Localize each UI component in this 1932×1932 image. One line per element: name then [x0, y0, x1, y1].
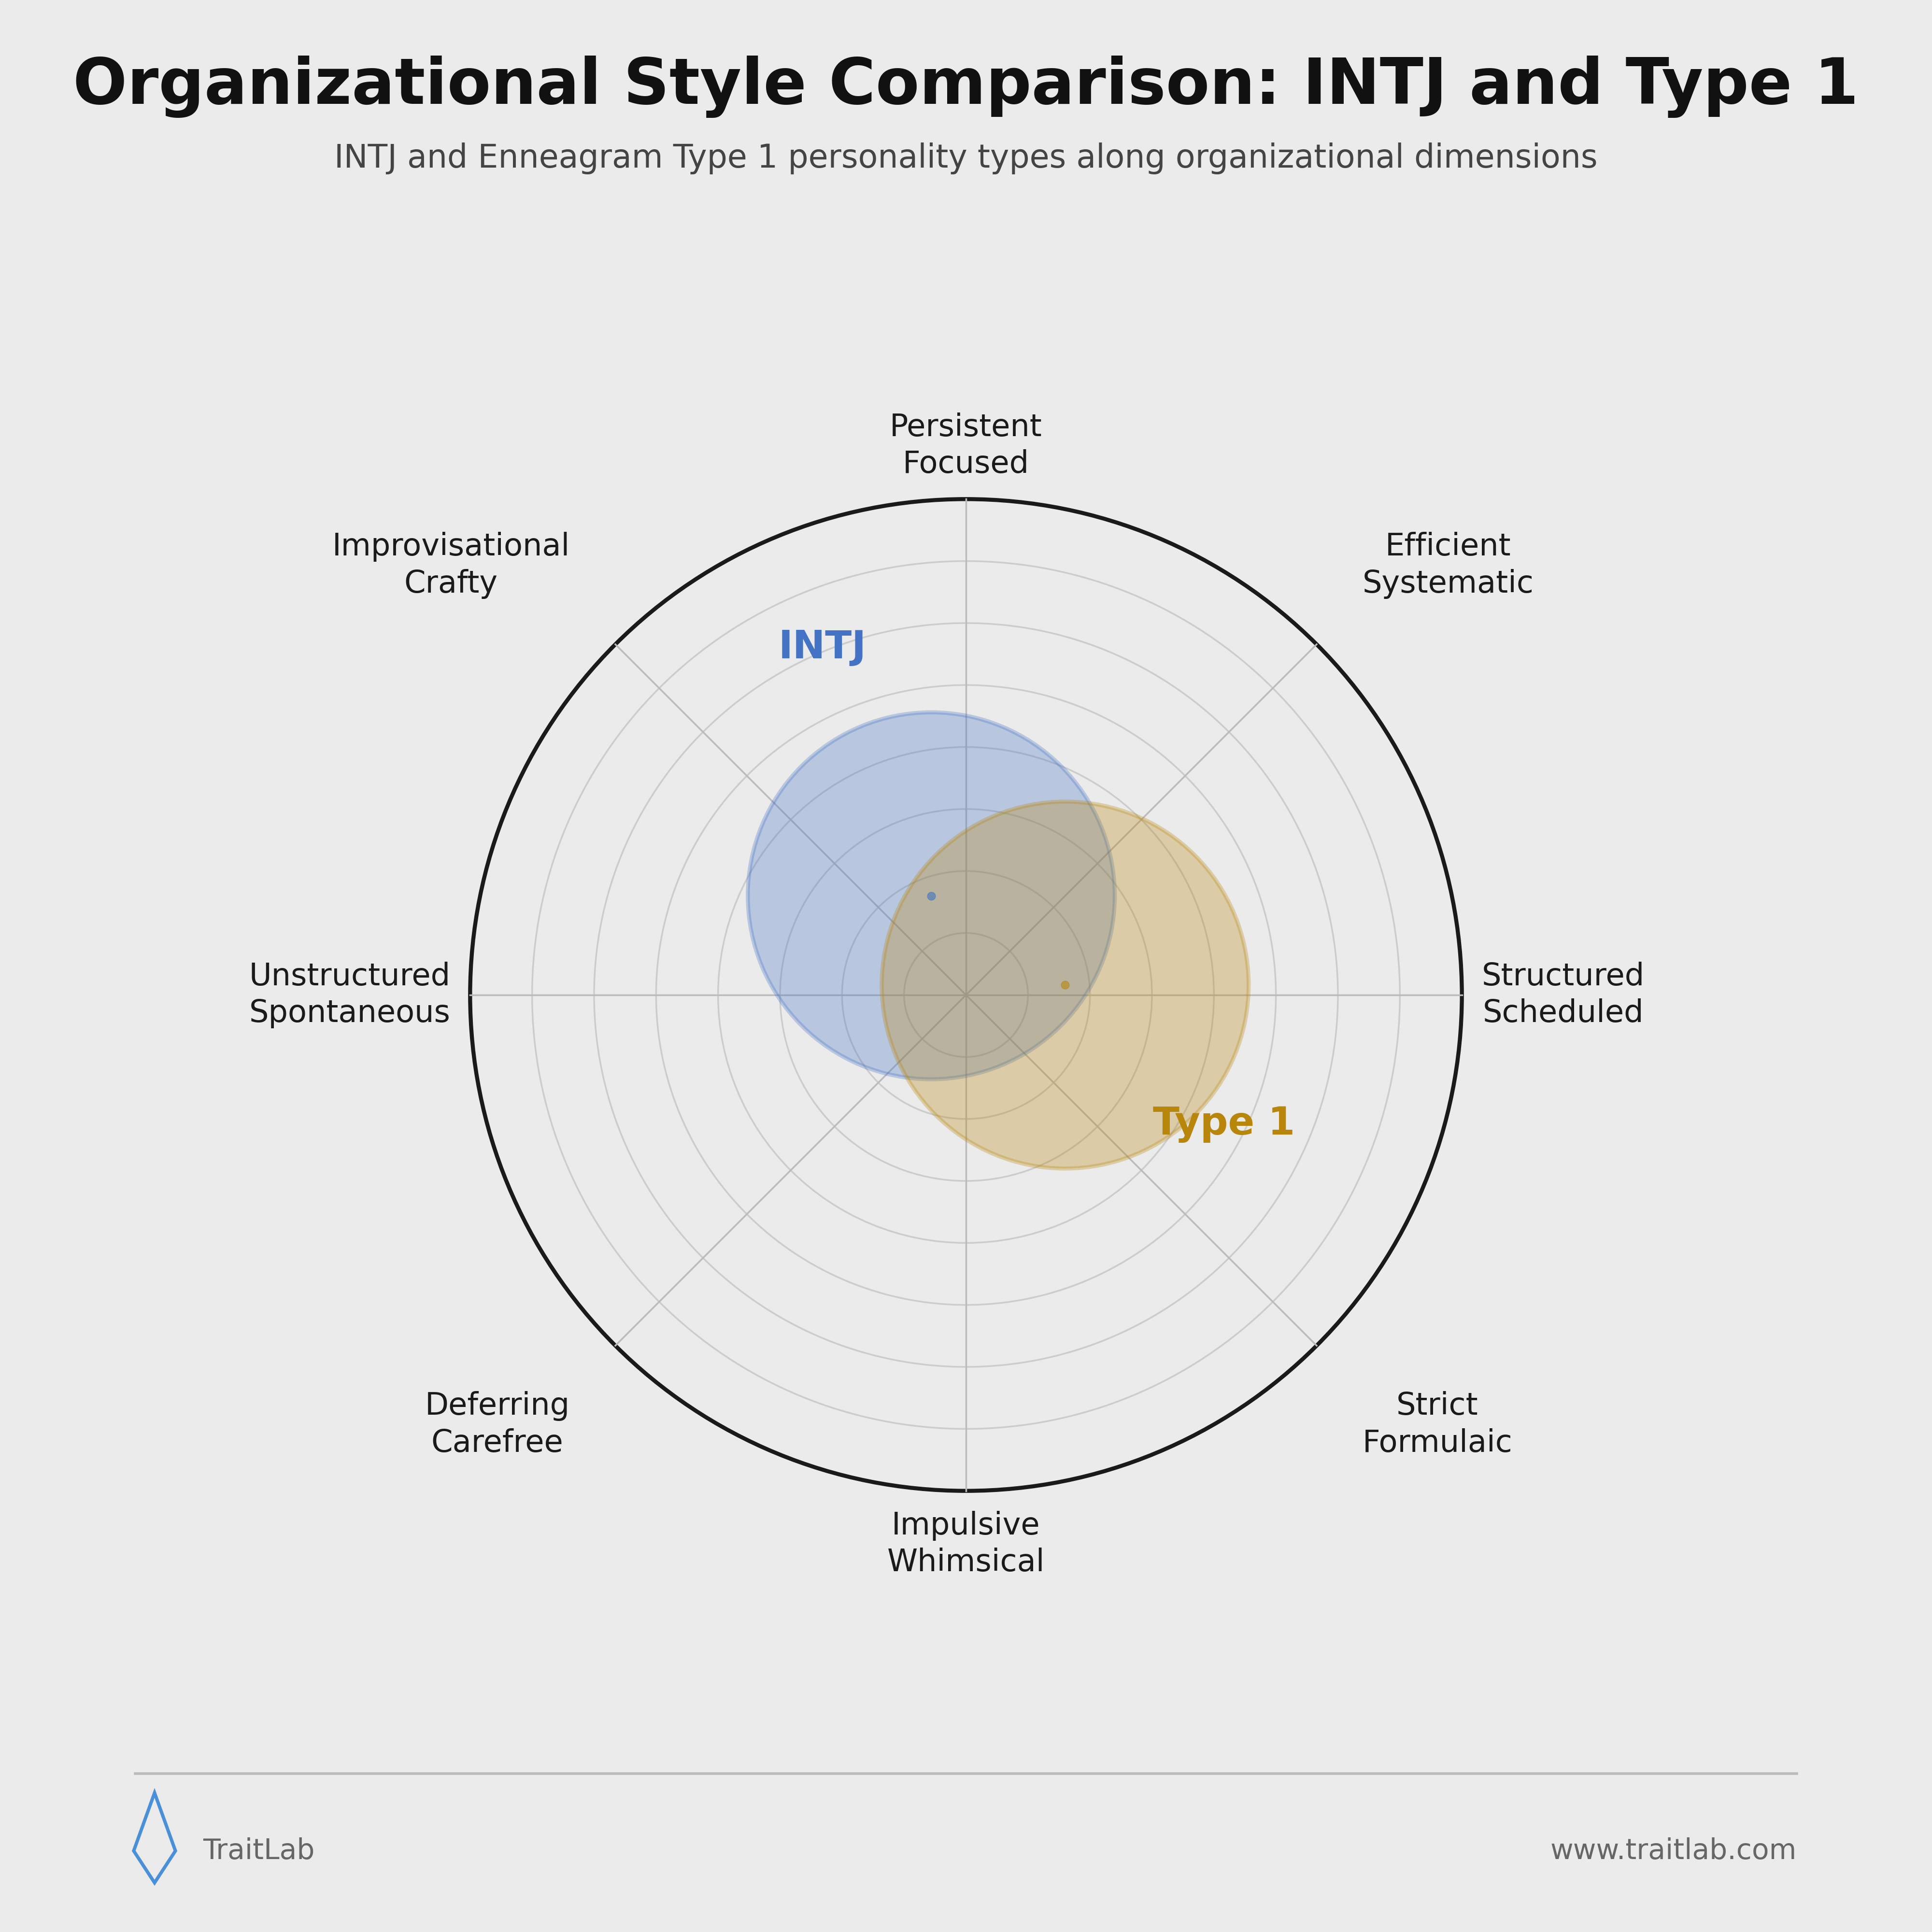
- Text: Type 1: Type 1: [1153, 1105, 1294, 1142]
- Text: Structured
Scheduled: Structured Scheduled: [1482, 962, 1644, 1028]
- Circle shape: [748, 713, 1115, 1080]
- Text: INTJ and Enneagram Type 1 personality types along organizational dimensions: INTJ and Enneagram Type 1 personality ty…: [334, 143, 1598, 174]
- Text: Deferring
Carefree: Deferring Carefree: [425, 1391, 570, 1459]
- Text: INTJ: INTJ: [779, 630, 866, 667]
- Text: Persistent
Focused: Persistent Focused: [891, 412, 1041, 479]
- Text: Unstructured
Spontaneous: Unstructured Spontaneous: [249, 962, 450, 1028]
- Text: Organizational Style Comparison: INTJ and Type 1: Organizational Style Comparison: INTJ an…: [73, 56, 1859, 118]
- Text: www.traitlab.com: www.traitlab.com: [1549, 1837, 1797, 1864]
- Text: Strict
Formulaic: Strict Formulaic: [1362, 1391, 1513, 1459]
- Text: Impulsive
Whimsical: Impulsive Whimsical: [887, 1511, 1045, 1578]
- Text: Efficient
Systematic: Efficient Systematic: [1362, 531, 1534, 599]
- Circle shape: [881, 802, 1248, 1169]
- Text: TraitLab: TraitLab: [203, 1837, 315, 1864]
- Text: Improvisational
Crafty: Improvisational Crafty: [332, 531, 570, 599]
